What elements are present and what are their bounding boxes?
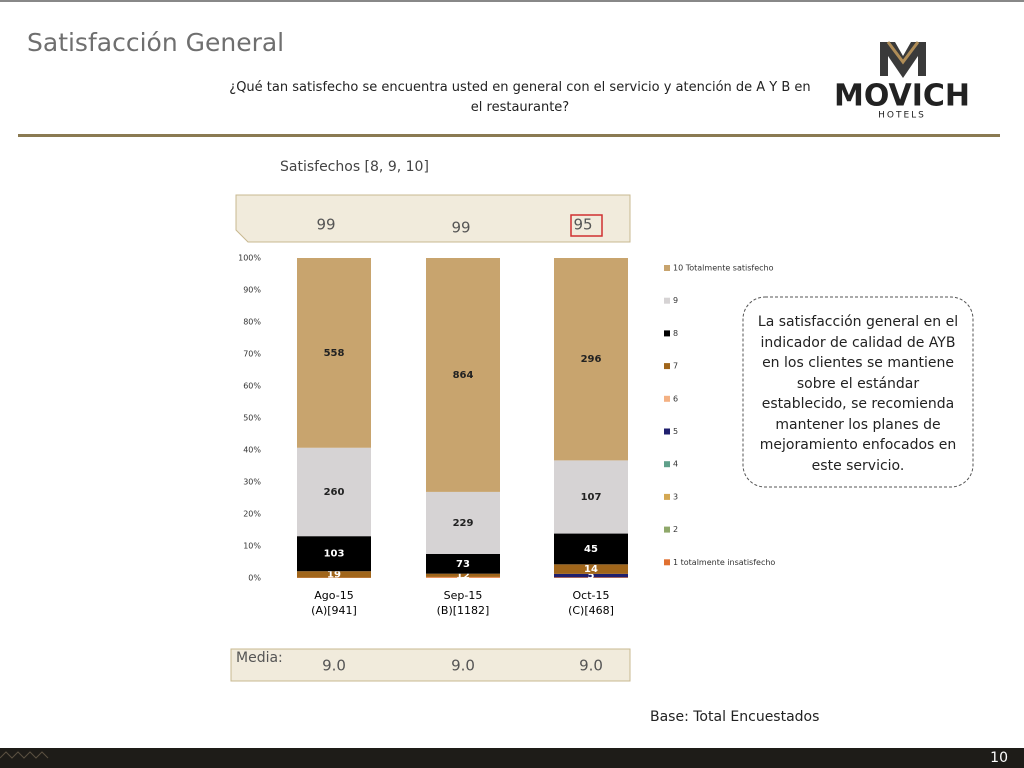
data-label: 14 <box>584 564 598 575</box>
satisfied-value: 95 <box>573 216 592 234</box>
legend-swatch <box>664 395 670 402</box>
mean-value: 9.0 <box>322 657 346 675</box>
legend-swatch <box>664 265 670 271</box>
data-label: 45 <box>584 544 598 555</box>
y-tick-label: 50% <box>243 414 261 423</box>
x-tick-sublabel: (A)[941] <box>311 604 357 617</box>
legend-swatch <box>664 428 670 435</box>
bar-segment <box>554 533 628 565</box>
legend-swatch <box>664 493 670 500</box>
x-tick-label: Sep-15 <box>444 589 483 602</box>
satisfied-band <box>235 194 631 243</box>
header-rule <box>18 134 1000 137</box>
data-label: 864 <box>453 370 474 381</box>
base-note: Base: Total Encuestados <box>650 709 819 725</box>
bar-segment <box>426 491 500 554</box>
data-label: 2 <box>460 572 467 583</box>
satisfied-label: Satisfechos [8, 9, 10] <box>280 159 429 175</box>
x-tick-label: Oct-15 <box>573 589 610 602</box>
logo-sub: HOTELS <box>878 111 926 121</box>
bar-segment <box>426 573 500 577</box>
footer-pattern <box>0 751 49 759</box>
bar-segment <box>554 577 628 578</box>
logo-text: MOVICH <box>834 79 970 114</box>
mean-band <box>230 648 631 682</box>
y-tick-label: 0% <box>248 574 261 583</box>
mean-label: Media: <box>236 650 283 666</box>
legend-label: 8 <box>673 329 678 338</box>
data-label: 107 <box>581 492 602 503</box>
callout-box <box>742 296 974 488</box>
y-tick-label: 100% <box>238 254 261 263</box>
data-label: 1 <box>588 573 595 584</box>
question: ¿Qué tan satisfecho se encuentra usted e… <box>229 80 811 115</box>
data-label: 229 <box>453 518 474 529</box>
y-tick-label: 30% <box>243 478 261 487</box>
footer-strip <box>0 748 1024 768</box>
data-label: 558 <box>324 348 345 359</box>
legend-swatch <box>664 461 670 468</box>
bar-segment <box>297 536 371 572</box>
y-tick-label: 20% <box>243 510 261 519</box>
bar-segment <box>554 573 628 578</box>
bar-segment <box>554 564 628 574</box>
mean-value: 9.0 <box>451 657 475 675</box>
legend-label: 3 <box>673 492 678 501</box>
legend-label: 9 <box>673 296 678 305</box>
data-label: 2 <box>460 573 467 584</box>
legend-label: 2 <box>673 525 678 534</box>
data-label: 1 <box>331 573 338 584</box>
legend-swatch <box>664 559 670 566</box>
data-label: 19 <box>327 569 341 580</box>
title: Satisfacción General <box>27 28 284 57</box>
bar-segment <box>297 258 371 448</box>
bar-segment <box>426 258 500 492</box>
legend-label: 5 <box>673 427 678 436</box>
y-tick-label: 90% <box>243 286 261 295</box>
legend-swatch <box>664 330 670 337</box>
x-tick-sublabel: (B)[1182] <box>437 604 490 617</box>
bar-segment <box>426 577 500 578</box>
y-tick-label: 10% <box>243 542 261 551</box>
y-tick-label: 80% <box>243 318 261 327</box>
legend-label: 10 Totalmente satisfecho <box>673 264 774 273</box>
callout: La satisfacción general en el indicador … <box>757 314 959 474</box>
data-label: 103 <box>324 549 345 560</box>
data-label: 260 <box>324 487 345 498</box>
data-label: 73 <box>456 559 470 570</box>
satisfied-value: 99 <box>451 219 470 237</box>
legend-swatch <box>664 297 670 304</box>
page-number: 10 <box>990 750 1008 766</box>
bar-segment <box>426 553 500 574</box>
mean-value: 9.0 <box>579 657 603 675</box>
bar-segment <box>426 576 500 578</box>
legend-label: 6 <box>673 394 678 403</box>
y-tick-label: 70% <box>243 350 261 359</box>
x-tick-sublabel: (C)[468] <box>568 604 614 617</box>
legend-swatch <box>664 363 670 370</box>
x-tick-label: Ago-15 <box>314 589 353 602</box>
data-label: 5 <box>588 571 595 582</box>
highlight <box>570 214 603 237</box>
y-tick-label: 60% <box>243 382 261 391</box>
top-rule <box>0 0 1024 2</box>
satisfied-value: 99 <box>316 216 335 234</box>
legend-label: 1 totalmente insatisfecho <box>673 558 775 567</box>
data-label: 296 <box>581 354 602 365</box>
data-label: 12 <box>456 570 470 581</box>
bar-segment <box>554 258 628 461</box>
y-tick-label: 40% <box>243 446 261 455</box>
bar-segment <box>297 571 371 578</box>
bar-segment <box>554 460 628 534</box>
bar-segment <box>297 447 371 537</box>
legend-swatch <box>664 526 670 533</box>
legend-label: 4 <box>673 460 678 469</box>
legend-label: 7 <box>673 362 678 371</box>
logo-accent <box>886 41 920 65</box>
